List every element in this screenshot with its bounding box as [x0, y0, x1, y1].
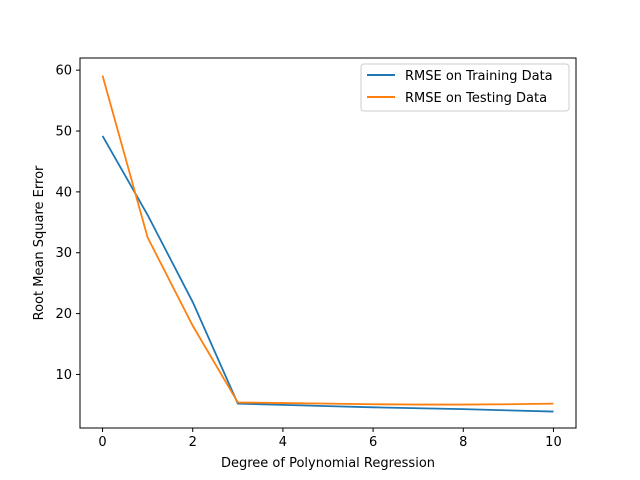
- y-tick-label: 20: [55, 307, 72, 322]
- x-tick-label: 10: [545, 435, 562, 450]
- legend-label-training: RMSE on Training Data: [405, 69, 553, 84]
- legend-box: [360, 63, 570, 112]
- x-tick-label: 8: [459, 435, 467, 450]
- x-tick-label: 4: [279, 435, 287, 450]
- x-tick-label: 2: [189, 435, 197, 450]
- x-axis-ticks: 0 2 4 6 8 10: [98, 428, 562, 450]
- series-line-0: [101, 135, 554, 413]
- y-tick-label: 50: [55, 125, 72, 140]
- y-tick-label: 10: [55, 368, 72, 383]
- x-axis-label: Degree of Polynomial Regression: [221, 456, 435, 471]
- y-axis-label: Root Mean Square Error: [32, 165, 47, 320]
- series-layer: [101, 75, 554, 413]
- x-tick-label: 0: [98, 435, 106, 450]
- y-tick-label: 30: [55, 246, 72, 261]
- plot-area-frame: [79, 57, 577, 429]
- series-line-1: [101, 75, 554, 406]
- y-tick-label: 40: [55, 185, 72, 200]
- legend-label-testing: RMSE on Testing Data: [405, 91, 547, 106]
- y-tick-label: 60: [55, 64, 72, 79]
- y-axis-ticks: 10 20 30 40 50 60: [55, 64, 80, 383]
- legend: RMSE on Training Data RMSE on Testing Da…: [360, 63, 570, 112]
- x-tick-label: 6: [369, 435, 377, 450]
